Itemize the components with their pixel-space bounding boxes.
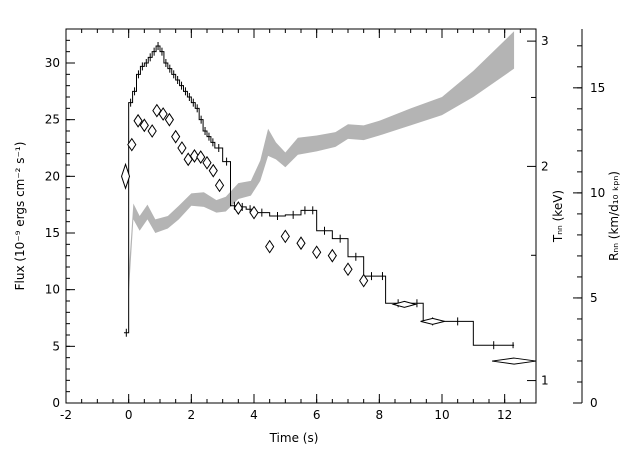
mid-tick-label: 3 <box>541 34 549 48</box>
radius-point <box>133 113 143 128</box>
radius-point <box>127 137 137 152</box>
radius-point <box>296 236 306 251</box>
x-tick-label: 0 <box>125 408 133 422</box>
radius-point <box>171 129 181 144</box>
y-tick-label: 20 <box>45 169 60 183</box>
radius-point <box>233 201 243 215</box>
mid-tick-label: 1 <box>541 374 549 388</box>
right-tick-label: 0 <box>590 396 598 410</box>
radius-point <box>420 317 445 325</box>
x-tick-label: 4 <box>250 408 258 422</box>
y-tick-label: 5 <box>52 339 60 353</box>
right-tick-label: 15 <box>590 81 605 95</box>
radius-point <box>121 162 131 190</box>
radius-point <box>208 163 218 178</box>
radius-point <box>196 150 206 164</box>
radius-point <box>265 239 275 254</box>
x-tick-label: 6 <box>313 408 321 422</box>
x-tick-label: 8 <box>376 408 384 422</box>
radius-point <box>491 357 537 365</box>
radius-point <box>214 178 225 193</box>
y-tick-label: 25 <box>45 113 60 127</box>
mid-tick-label: 2 <box>541 159 549 173</box>
radius-point <box>202 155 212 170</box>
radius-point <box>391 300 418 308</box>
radius-point <box>359 273 369 288</box>
radius-point <box>312 245 322 260</box>
y-tick-label: 15 <box>45 226 60 240</box>
radius-point <box>164 112 175 127</box>
radius-point <box>189 149 200 163</box>
right-tick-label: 5 <box>590 291 598 305</box>
x-tick-label: 10 <box>434 408 449 422</box>
y-tick-label: 30 <box>45 56 60 70</box>
y-axis-label-mid: Tₙₙ (keV) <box>551 190 565 243</box>
x-tick-label: 12 <box>497 408 512 422</box>
y-tick-label: 0 <box>52 396 60 410</box>
flux-step-layer <box>123 42 515 350</box>
radius-point <box>327 248 337 263</box>
x-tick-label: 2 <box>188 408 196 422</box>
radius-point <box>158 107 168 121</box>
x-tick-label: -2 <box>60 408 72 422</box>
y-axis-label-right: Rₙₙ (km/d₁₀ ₖₚₙ) <box>607 171 621 261</box>
radius-point <box>177 141 187 155</box>
y-tick-label: 10 <box>45 283 60 297</box>
x-axis-label: Time (s) <box>269 431 319 445</box>
y-axis-label-left: Flux (10⁻⁹ ergs cm⁻² s⁻¹) <box>13 142 27 291</box>
radius-point <box>280 229 290 244</box>
radius-point <box>147 124 157 138</box>
radius-point <box>343 262 353 277</box>
radius-diamond-layer <box>121 103 537 365</box>
right-tick-label: 10 <box>590 186 605 200</box>
radius-point <box>139 118 149 133</box>
radius-point <box>249 205 259 220</box>
